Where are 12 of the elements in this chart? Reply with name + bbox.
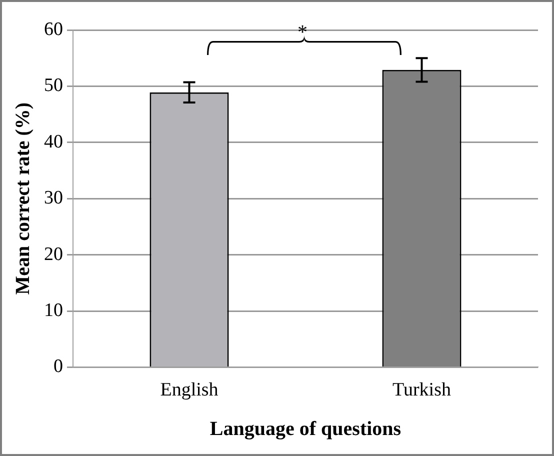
y-tick-label: 10 xyxy=(44,300,63,321)
y-axis-title: Mean correct rate (%) xyxy=(12,102,34,295)
x-tick-label: Turkish xyxy=(392,380,452,401)
y-tick-label: 0 xyxy=(54,356,63,378)
y-tick-label: 20 xyxy=(44,244,63,265)
y-tick-label: 50 xyxy=(44,75,63,96)
y-tick-label: 40 xyxy=(44,131,63,152)
y-tick-label: 30 xyxy=(44,188,63,209)
x-tick-label: English xyxy=(160,380,219,401)
x-axis-title: Language of questions xyxy=(210,418,402,440)
y-tick-label: 60 xyxy=(44,18,63,40)
annotation: * xyxy=(298,21,308,44)
